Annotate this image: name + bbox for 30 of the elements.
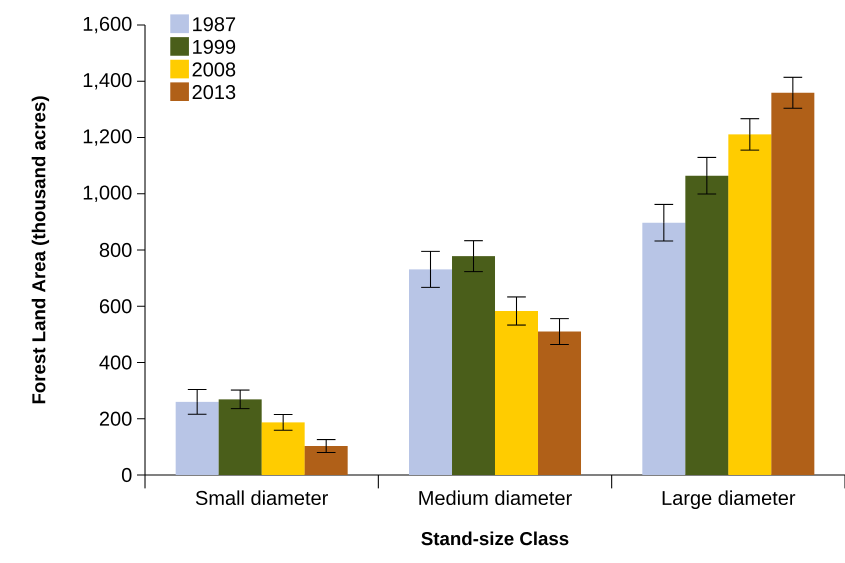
bar xyxy=(452,256,496,475)
y-tick-label: 1,400 xyxy=(84,72,132,90)
x-tick-label: Small diameter xyxy=(196,490,328,506)
bar xyxy=(218,399,262,475)
legend-label: 1999 xyxy=(193,40,236,54)
y-tick-label: 200 xyxy=(100,412,132,426)
bar xyxy=(538,332,582,475)
legend-label: 2013 xyxy=(192,85,236,100)
bar xyxy=(409,269,452,475)
bar xyxy=(495,311,538,475)
x-tick-label: Medium diameter xyxy=(419,490,572,506)
legend-label: 1987 xyxy=(193,17,236,32)
y-tick-label: 1,600 xyxy=(84,16,132,34)
bar xyxy=(304,446,348,475)
bar xyxy=(728,134,772,475)
y-tick-label: 0 xyxy=(122,468,132,482)
bar xyxy=(642,222,686,475)
x-axis-title: Stand-size Class xyxy=(421,532,568,546)
y-tick-label: 600 xyxy=(100,299,132,314)
x-tick-label: Large diameter xyxy=(662,490,796,510)
bar xyxy=(771,92,814,475)
y-tick-label: 800 xyxy=(100,242,132,258)
y-axis-title: Forest Land Area (thousand acres) xyxy=(32,96,50,404)
legend-label: 2008 xyxy=(192,62,236,77)
y-tick-label: 1,200 xyxy=(84,129,132,146)
bar xyxy=(176,402,219,475)
y-tick-label: 400 xyxy=(99,355,132,370)
bar xyxy=(685,176,728,475)
bar xyxy=(262,422,305,475)
y-tick-label: 1,000 xyxy=(84,185,132,202)
